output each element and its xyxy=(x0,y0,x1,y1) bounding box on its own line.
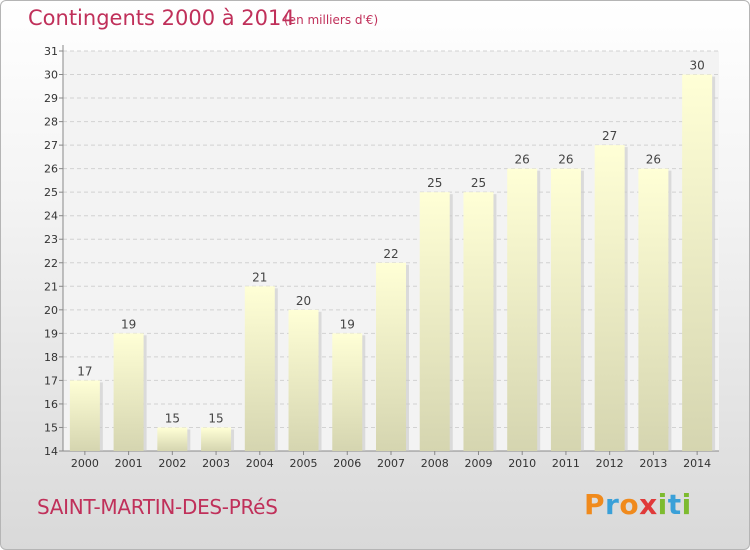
y-tick-label: 24 xyxy=(44,210,58,223)
y-tick-label: 17 xyxy=(44,374,58,387)
bar xyxy=(682,74,713,451)
bar-value-label: 22 xyxy=(383,247,398,261)
logo-letter: P xyxy=(584,488,606,521)
bar xyxy=(244,286,275,451)
x-tick-label: 2002 xyxy=(158,457,186,470)
chart-subtitle: (en milliers d'€) xyxy=(284,13,379,27)
y-tick-label: 16 xyxy=(44,398,58,411)
y-tick-label: 20 xyxy=(44,304,58,317)
bar-value-label: 17 xyxy=(77,364,92,378)
x-tick-label: 2009 xyxy=(464,457,492,470)
bar xyxy=(69,380,100,451)
bar xyxy=(113,333,144,451)
x-tick-label: 2011 xyxy=(552,457,580,470)
bar-value-label: 26 xyxy=(515,153,530,167)
x-tick-label: 2010 xyxy=(508,457,536,470)
bar-value-label: 26 xyxy=(646,153,661,167)
bar xyxy=(419,192,450,452)
y-tick-label: 28 xyxy=(44,116,58,129)
bar-value-label: 19 xyxy=(340,317,355,331)
bar-value-label: 19 xyxy=(121,317,136,331)
bar-value-label: 26 xyxy=(558,153,573,167)
x-tick-label: 2007 xyxy=(377,457,405,470)
y-tick-label: 19 xyxy=(44,327,58,340)
bar xyxy=(638,168,669,451)
y-tick-label: 14 xyxy=(44,445,58,458)
bar-value-label: 30 xyxy=(689,59,704,73)
logo-letter: x xyxy=(639,488,658,521)
logo-letter: i xyxy=(657,488,668,521)
y-tick-label: 25 xyxy=(44,186,58,199)
bar xyxy=(507,168,538,451)
chart-title: Contingents 2000 à 2014 xyxy=(28,6,295,30)
bar-value-label: 15 xyxy=(208,411,223,425)
y-tick-label: 27 xyxy=(44,139,58,152)
bar xyxy=(157,427,188,451)
logo-letter: i xyxy=(681,488,692,521)
y-tick-label: 26 xyxy=(44,163,58,176)
logo-letter: o xyxy=(619,488,640,521)
bar-value-label: 25 xyxy=(427,176,442,190)
x-tick-label: 2006 xyxy=(333,457,361,470)
bar-value-label: 15 xyxy=(165,411,180,425)
x-tick-label: 2013 xyxy=(639,457,667,470)
bar-value-label: 20 xyxy=(296,294,311,308)
bar xyxy=(376,262,406,451)
y-tick-label: 21 xyxy=(44,280,58,293)
x-tick-label: 2014 xyxy=(683,457,711,470)
bar xyxy=(288,309,319,451)
bar xyxy=(550,168,581,451)
proxiti-logo[interactable]: Proxiti xyxy=(584,488,692,521)
x-tick-label: 2000 xyxy=(71,457,99,470)
y-tick-label: 18 xyxy=(44,351,58,364)
logo-letter: t xyxy=(667,488,682,521)
bar-value-label: 25 xyxy=(471,176,486,190)
bar xyxy=(332,333,363,451)
y-tick-label: 22 xyxy=(44,257,58,270)
y-tick-label: 31 xyxy=(44,45,58,58)
bar-value-label: 27 xyxy=(602,129,617,143)
x-tick-label: 2012 xyxy=(596,457,624,470)
x-tick-label: 2004 xyxy=(246,457,274,470)
bar xyxy=(463,192,494,452)
y-tick-label: 23 xyxy=(44,233,58,246)
x-tick-label: 2003 xyxy=(202,457,230,470)
y-tick-label: 15 xyxy=(44,421,58,434)
logo-letter: r xyxy=(605,488,620,521)
x-tick-label: 2005 xyxy=(290,457,318,470)
bar xyxy=(201,427,232,451)
bar xyxy=(594,145,625,451)
x-tick-label: 2001 xyxy=(115,457,143,470)
y-tick-label: 29 xyxy=(44,92,58,105)
commune-name: SAINT-MARTIN-DES-PRéS xyxy=(37,495,278,519)
x-tick-label: 2008 xyxy=(421,457,449,470)
bar-value-label: 21 xyxy=(252,270,267,284)
y-tick-label: 30 xyxy=(44,69,58,82)
